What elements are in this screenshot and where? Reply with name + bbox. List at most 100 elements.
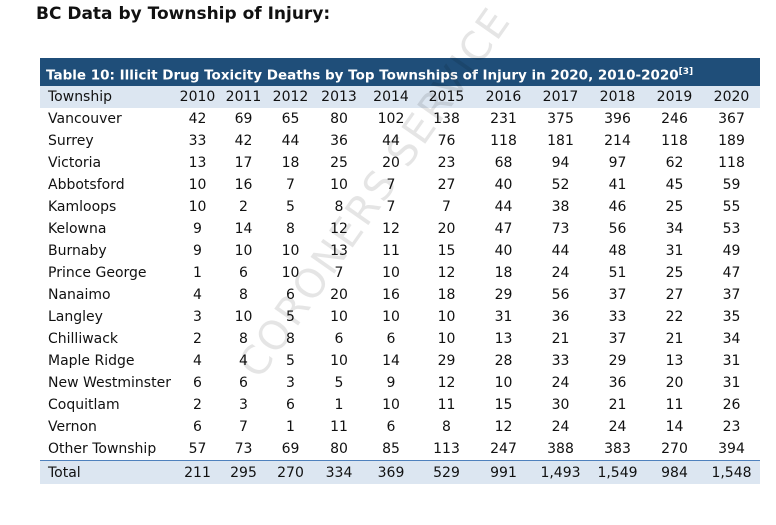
cell: 8 xyxy=(239,287,248,303)
cell: 1,548 xyxy=(703,460,760,484)
data-row: Prince George 1 6 10 7 10 12 18 24 51 25 47 xyxy=(40,262,760,284)
cell: 40 xyxy=(494,177,513,193)
cell: 295 xyxy=(220,460,267,484)
cell: 396 xyxy=(604,111,631,127)
cell: 118 xyxy=(490,133,517,149)
cell: 11 xyxy=(382,243,400,259)
cell: 30 xyxy=(551,397,570,413)
cell: 1 xyxy=(334,397,344,413)
cell: 69 xyxy=(281,441,300,457)
cell: 18 xyxy=(494,265,513,281)
table-block: Table 10: Illicit Drug Toxicity Deaths b… xyxy=(40,58,760,484)
cell: 7 xyxy=(239,419,248,435)
cell: 36 xyxy=(551,309,570,325)
cell: 8 xyxy=(442,419,451,435)
cell: 48 xyxy=(608,243,627,259)
cell: 73 xyxy=(234,441,253,457)
cell: 6 xyxy=(239,375,248,391)
cell: 10 xyxy=(234,243,253,259)
cell: 2019 xyxy=(646,86,703,108)
cell: 11 xyxy=(437,397,456,413)
cell: 6 xyxy=(286,397,295,413)
cell: Kamloops xyxy=(48,199,117,215)
cell: 189 xyxy=(718,133,745,149)
page-title: BC Data by Township of Injury: xyxy=(36,4,331,24)
cell: 8 xyxy=(239,331,248,347)
cell: 2020 xyxy=(703,86,760,108)
cell: 21 xyxy=(608,397,627,413)
cell: 37 xyxy=(722,287,741,303)
cell: 12 xyxy=(437,265,456,281)
table-body: Township 2010 2011 2012 2013 2014 2015 2016 2017… xyxy=(40,86,760,484)
cell: Burnaby xyxy=(48,243,107,259)
cell: 2 xyxy=(239,199,248,215)
cell: 27 xyxy=(665,287,684,303)
cell: 13 xyxy=(665,353,684,369)
cell: 388 xyxy=(547,441,574,457)
cell: 47 xyxy=(722,265,741,281)
cell: 3 xyxy=(286,375,295,391)
cell: 270 xyxy=(267,460,314,484)
cell: Victoria xyxy=(48,155,102,171)
cell: 12 xyxy=(494,419,513,435)
cell: 47 xyxy=(494,221,513,237)
cell: 73 xyxy=(551,221,570,237)
cell: 12 xyxy=(330,221,348,237)
cell: 10 xyxy=(382,397,400,413)
cell: 211 xyxy=(175,460,220,484)
cell: 65 xyxy=(281,111,300,127)
cell: 76 xyxy=(437,133,456,149)
caption-text: Table 10: Illicit Drug Toxicity Deaths b… xyxy=(46,67,679,84)
cell: Total xyxy=(40,460,175,484)
cell: 231 xyxy=(490,111,517,127)
data-row: Chilliwack 2 8 8 6 6 10 13 21 37 21 34 xyxy=(40,328,760,350)
cell: 247 xyxy=(490,441,517,457)
data-row: Surrey 33 42 44 36 44 76 118 181 214 118 189 xyxy=(40,130,760,152)
cell: Other Township xyxy=(48,441,157,457)
data-row: New Westminster 6 6 3 5 9 12 10 24 36 20 31 xyxy=(40,372,760,394)
cell: 16 xyxy=(382,287,400,303)
cell: 984 xyxy=(646,460,703,484)
cell: 40 xyxy=(494,243,513,259)
cell: 2 xyxy=(193,397,202,413)
cell: 94 xyxy=(551,155,570,171)
cell: 369 xyxy=(364,460,418,484)
cell: 11 xyxy=(665,397,684,413)
cell: 2018 xyxy=(589,86,646,108)
cell: 21 xyxy=(665,331,684,347)
cell: 46 xyxy=(608,199,627,215)
cell: 270 xyxy=(661,441,688,457)
cell: 56 xyxy=(608,221,627,237)
cell: 113 xyxy=(433,441,460,457)
cell: 118 xyxy=(718,155,745,171)
table-caption: Table 10: Illicit Drug Toxicity Deaths b… xyxy=(40,58,760,86)
cell: 18 xyxy=(281,155,300,171)
cell: 80 xyxy=(330,441,348,457)
cell: Chilliwack xyxy=(48,331,119,347)
cell: 26 xyxy=(722,397,741,413)
cell: 12 xyxy=(437,375,456,391)
cell: 55 xyxy=(722,199,741,215)
cell: 31 xyxy=(722,375,741,391)
cell: 181 xyxy=(547,133,574,149)
cell: 45 xyxy=(665,177,684,193)
cell: 27 xyxy=(437,177,456,193)
cell: 68 xyxy=(494,155,513,171)
cell: 33 xyxy=(188,133,207,149)
cell: 2013 xyxy=(314,86,364,108)
cell: 10 xyxy=(281,265,300,281)
cell: 37 xyxy=(608,331,627,347)
cell: 1,549 xyxy=(589,460,646,484)
cell: 2012 xyxy=(267,86,314,108)
cell: 4 xyxy=(193,287,202,303)
cell: 10 xyxy=(330,353,348,369)
data-row: Burnaby 9 10 10 13 11 15 40 44 48 31 49 xyxy=(40,240,760,262)
cell: 31 xyxy=(722,353,741,369)
cell: 529 xyxy=(418,460,475,484)
cell: Prince George xyxy=(48,265,147,281)
cell: 214 xyxy=(604,133,631,149)
cell: 34 xyxy=(722,331,741,347)
cell: 5 xyxy=(286,309,295,325)
cell: 35 xyxy=(722,309,741,325)
cell: 7 xyxy=(386,199,396,215)
